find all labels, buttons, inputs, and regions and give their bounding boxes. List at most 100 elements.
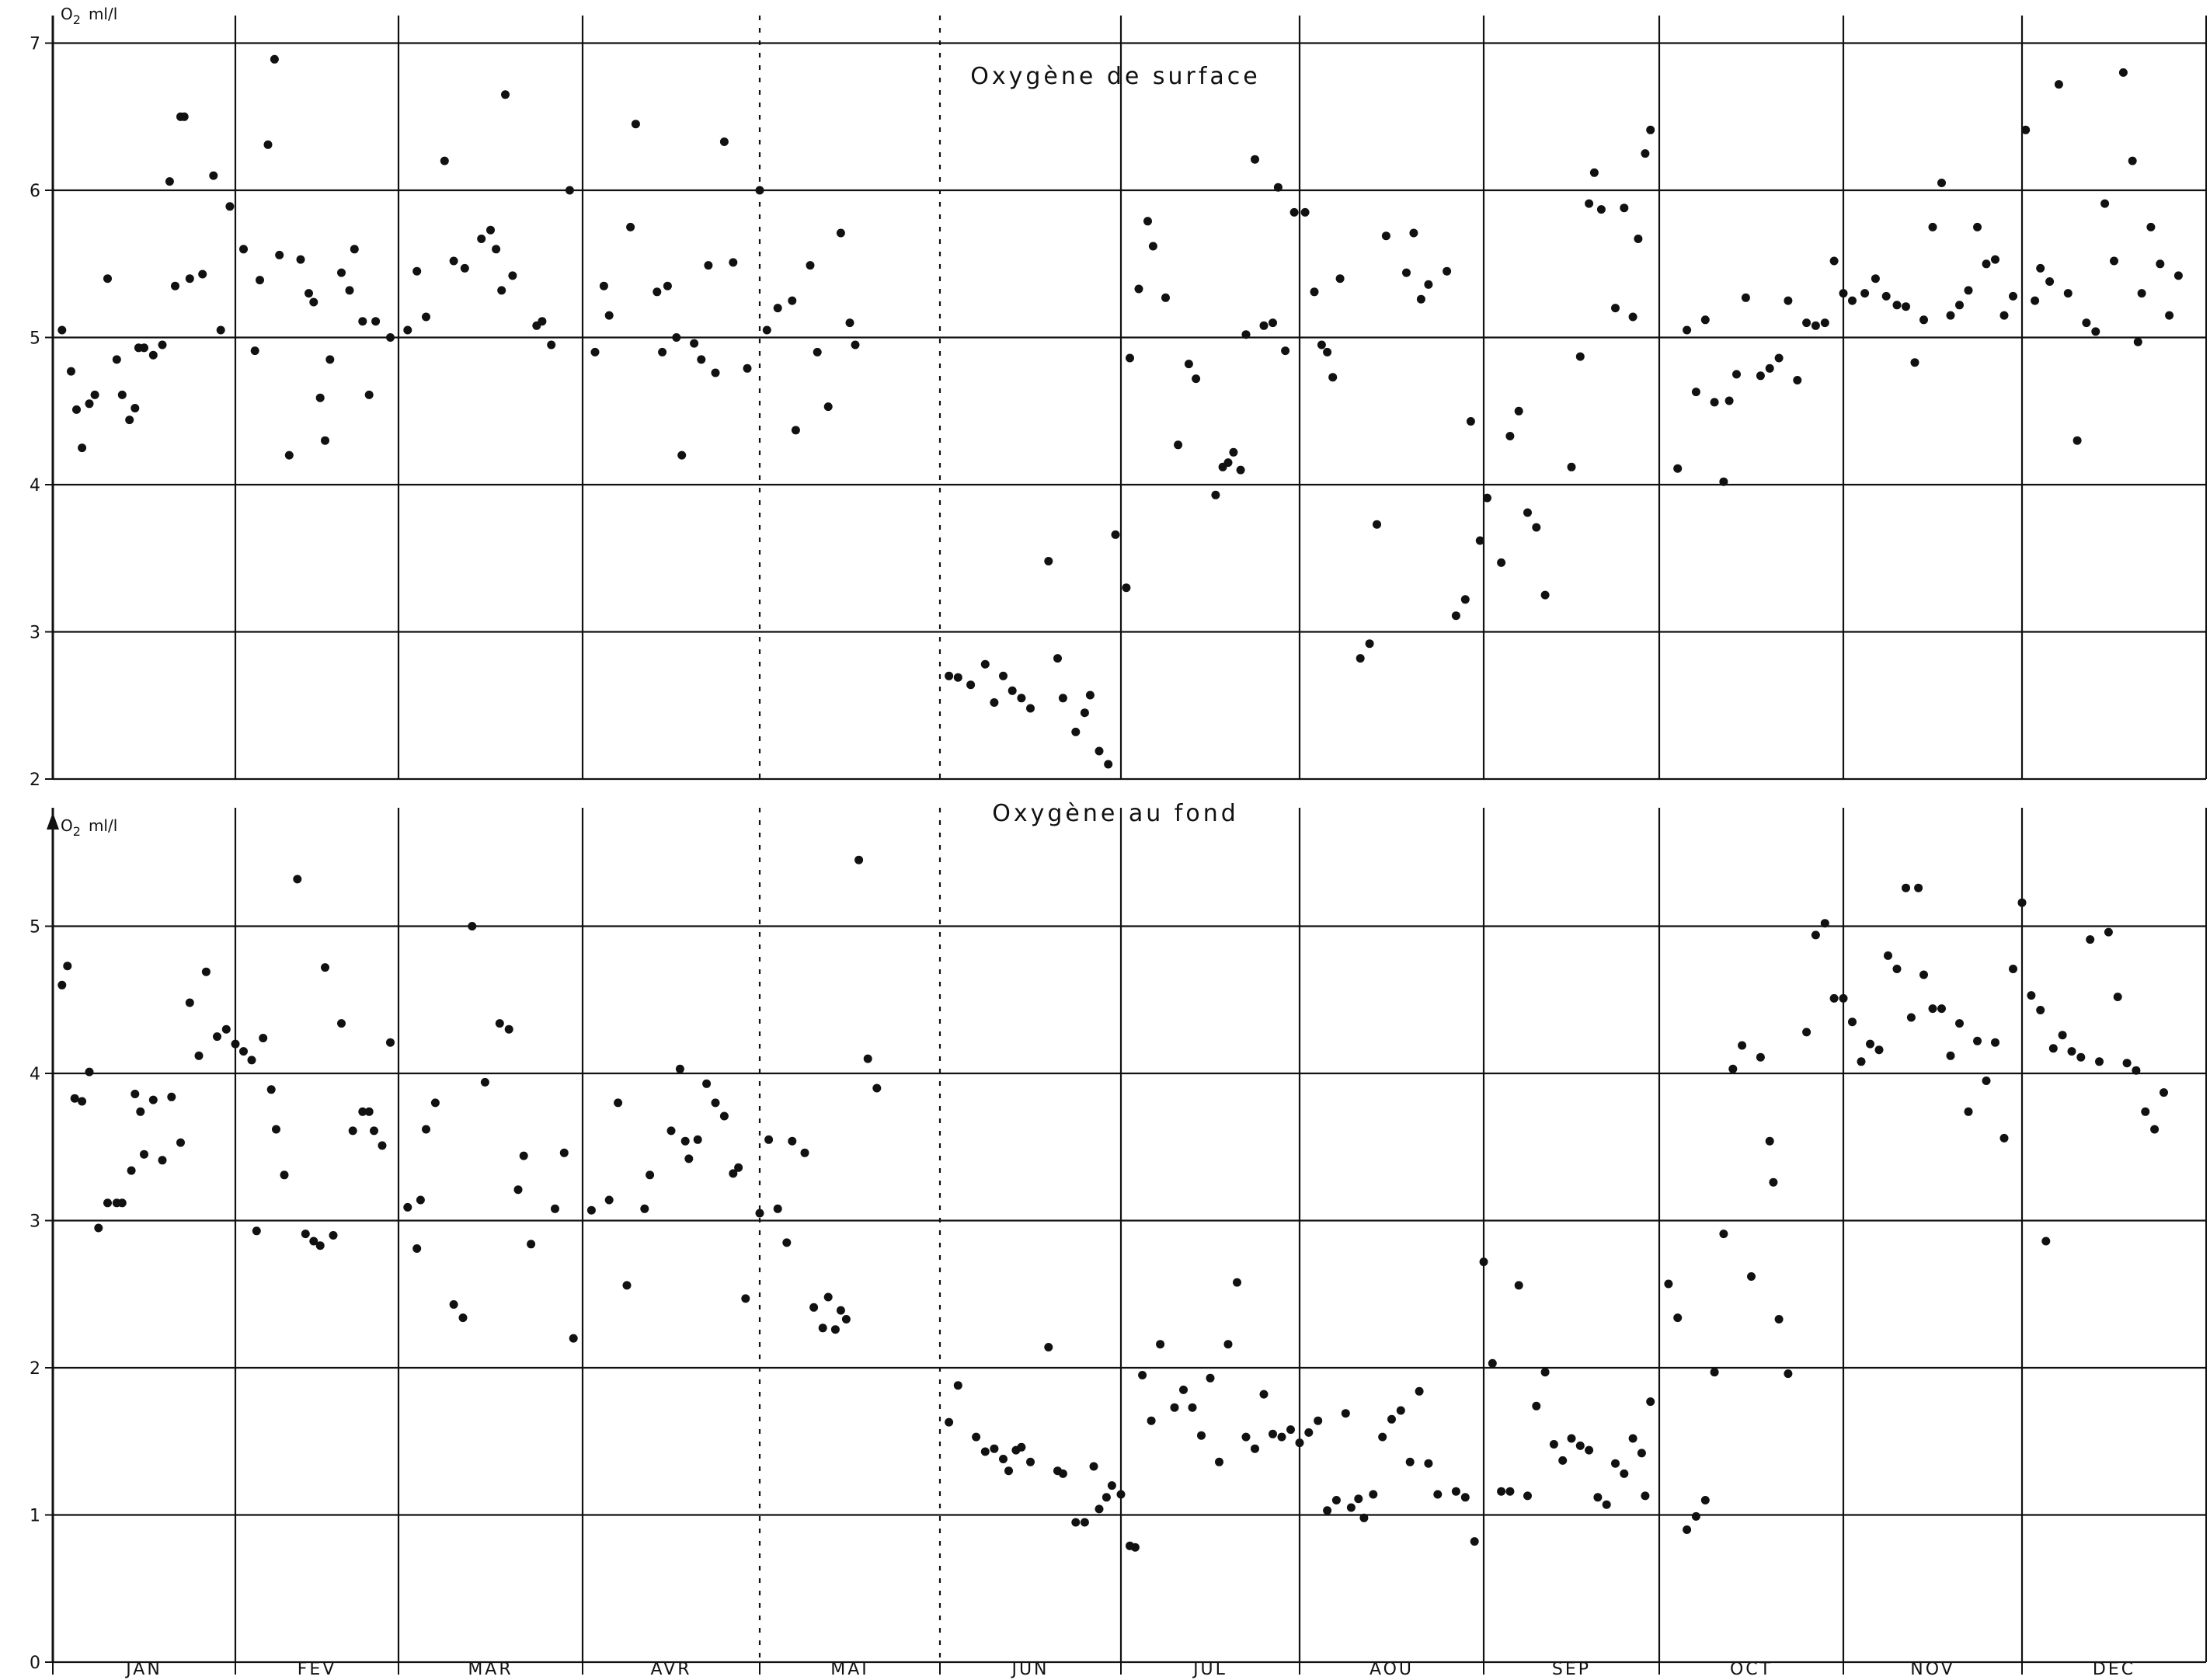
data-point [527, 1240, 536, 1249]
data-point [1314, 1416, 1323, 1425]
data-point [1089, 1462, 1098, 1471]
data-point [90, 390, 99, 399]
data-point [734, 1163, 743, 1172]
data-point [684, 1154, 694, 1163]
data-point [980, 659, 990, 669]
data-point [1902, 302, 1910, 311]
data-point [1637, 1449, 1646, 1458]
x-tick-label: FEV [298, 1660, 337, 1679]
data-point [1433, 1490, 1443, 1499]
data-point [1424, 280, 1433, 289]
data-point [1728, 1064, 1738, 1073]
data-point [2009, 291, 2017, 301]
data-point [1138, 1371, 1147, 1379]
data-point [63, 962, 72, 971]
data-point [386, 1038, 395, 1047]
data-point [719, 137, 729, 146]
data-point [386, 333, 395, 342]
data-point [270, 54, 279, 64]
data-point [631, 120, 640, 129]
data-point [136, 1107, 145, 1116]
data-point [1982, 1077, 1991, 1085]
data-point [1937, 1004, 1946, 1014]
data-point [460, 263, 469, 273]
data-point [697, 355, 706, 364]
data-point [675, 1064, 684, 1073]
data-point [1192, 374, 1201, 384]
data-point [201, 967, 211, 976]
data-point [1269, 318, 1277, 328]
data-point [1381, 231, 1390, 241]
data-point [167, 1092, 176, 1101]
data-point [1387, 1414, 1396, 1424]
data-point [1211, 490, 1220, 499]
data-point [422, 312, 430, 322]
data-point [2104, 927, 2113, 937]
data-point [1611, 304, 1620, 313]
x-tick-label: JAN [124, 1660, 162, 1679]
data-point [1710, 1368, 1719, 1377]
data-point [1475, 536, 1484, 545]
data-point [1488, 1358, 1497, 1368]
data-point [1724, 396, 1734, 405]
data-point [508, 271, 517, 280]
data-point [358, 1107, 367, 1116]
data-point [1634, 235, 1643, 243]
data-point [1641, 1491, 1650, 1501]
data-point [1589, 168, 1599, 177]
data-point [2118, 68, 2128, 77]
data-point [1505, 1487, 1515, 1496]
data-point [1937, 179, 1946, 187]
data-point [1857, 1057, 1866, 1066]
data-point [1323, 1506, 1332, 1515]
y-tick-label: 1 [30, 1507, 40, 1526]
data-point [604, 311, 614, 320]
data-point [1460, 595, 1470, 604]
x-tick-label: MAR [468, 1660, 513, 1679]
data-point [458, 1313, 468, 1323]
data-point [1820, 318, 1829, 328]
data-point [148, 350, 158, 360]
data-point [1479, 1257, 1488, 1267]
data-point [1892, 301, 1902, 310]
data-point [1130, 1543, 1140, 1552]
data-point [209, 171, 218, 180]
data-point [225, 202, 235, 211]
x-tick-label: DEC [2093, 1660, 2135, 1679]
data-point [1620, 1469, 1629, 1478]
data-point [953, 673, 962, 682]
data-point [1575, 352, 1585, 361]
data-point [2027, 991, 2036, 1000]
data-point [1523, 508, 1532, 517]
data-point [293, 875, 302, 884]
data-point [325, 355, 335, 364]
data-point [966, 680, 976, 690]
data-point [1902, 883, 1910, 892]
data-point [1973, 1036, 1982, 1045]
data-point [449, 1300, 458, 1309]
data-point [1259, 321, 1269, 330]
data-point [309, 1237, 318, 1246]
data-point [266, 1085, 276, 1094]
data-point [171, 281, 179, 290]
data-point [1673, 464, 1683, 473]
data-point [1017, 1442, 1026, 1452]
data-point [1369, 1490, 1378, 1499]
data-point [1802, 1028, 1812, 1037]
data-point [1505, 432, 1515, 440]
data-point [1691, 388, 1700, 397]
data-point [2113, 993, 2122, 1001]
data-point [117, 1198, 127, 1208]
data-point [1602, 1500, 1611, 1509]
data-point [711, 368, 720, 377]
data-point [1470, 1537, 1479, 1546]
y-tick-label: 4 [30, 476, 40, 496]
chart-title: Oxygène au fond [992, 800, 1239, 827]
data-point [2031, 296, 2040, 305]
data-point [1514, 1281, 1523, 1290]
y-tick-label: 5 [30, 329, 40, 349]
data-point [284, 450, 294, 460]
data-point [1955, 1019, 1964, 1028]
data-point [1259, 1390, 1269, 1399]
